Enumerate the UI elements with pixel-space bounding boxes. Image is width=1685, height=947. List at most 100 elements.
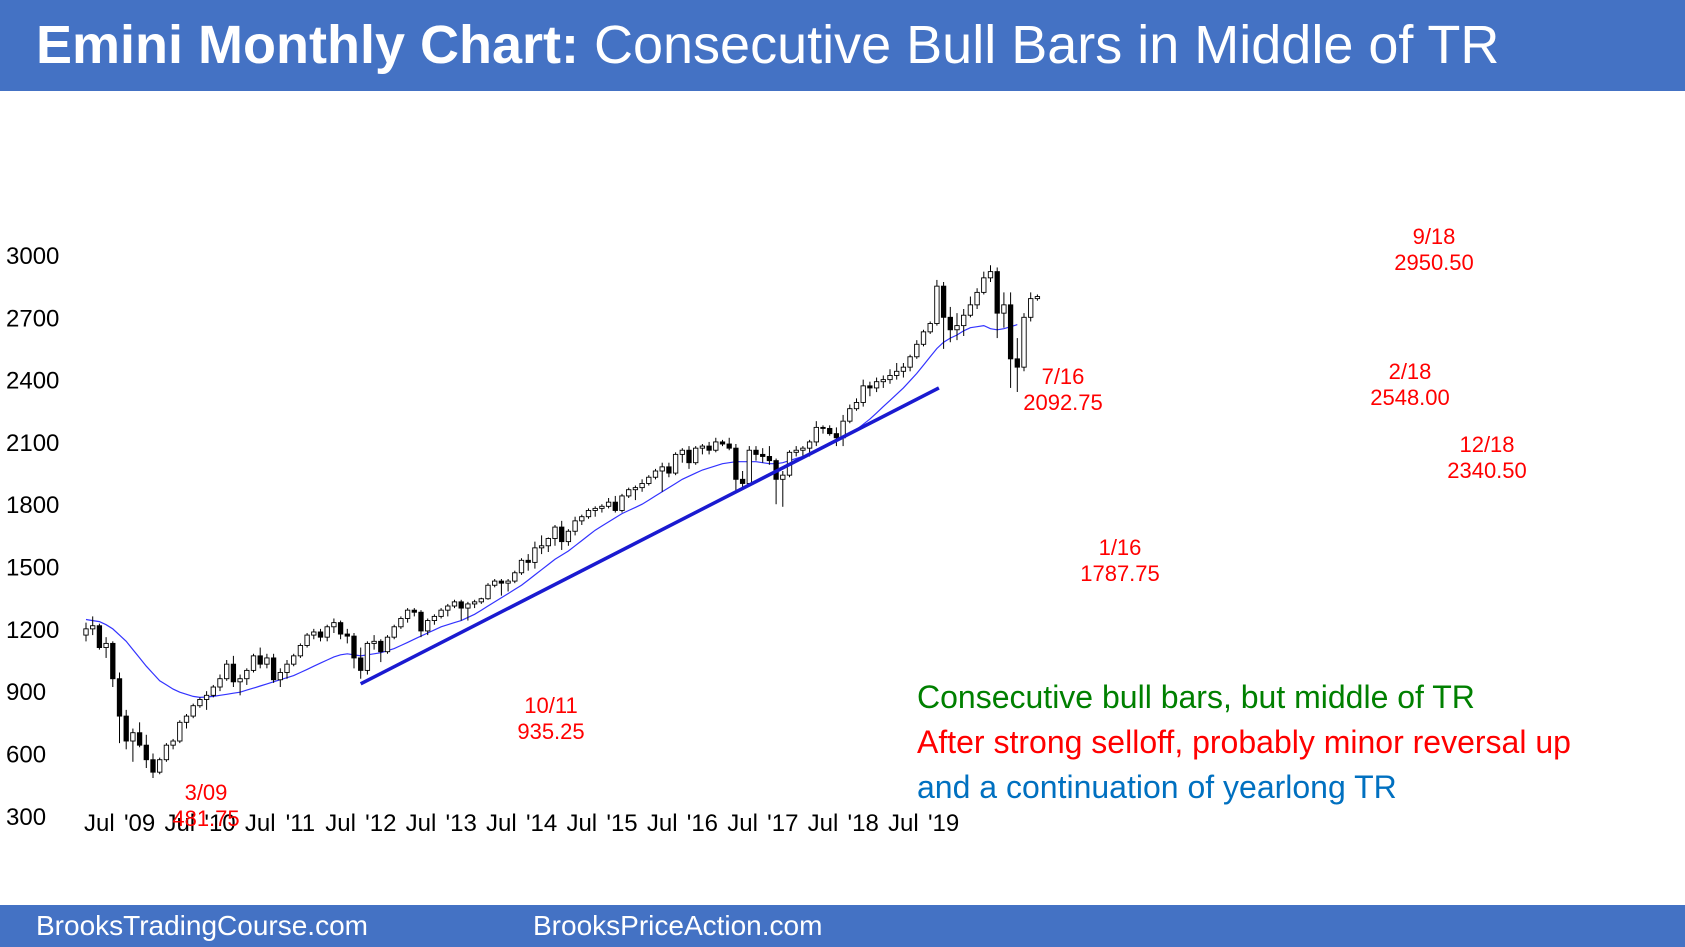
- bull-candle: [103, 642, 109, 649]
- bear-candle: [1007, 304, 1014, 360]
- y-tick-label: 1500: [6, 555, 59, 582]
- candlestick-chart: 300 600 900 1200 1500 1800 2100 2400 2700 3000 Jul…: [6, 224, 1527, 837]
- bull-candle: [485, 584, 491, 600]
- bull-candle: [445, 605, 451, 611]
- bear-candle: [143, 744, 149, 761]
- bull-candle: [431, 615, 438, 622]
- annotation-date: 10/11: [524, 693, 577, 718]
- bull-candle: [672, 453, 679, 474]
- bull-candle: [404, 609, 411, 619]
- bull-candle: [967, 304, 974, 316]
- y-tick-label: 3000: [6, 243, 59, 270]
- bull-candle: [210, 686, 216, 696]
- bear-candle: [525, 559, 531, 563]
- bear-candle: [123, 715, 129, 742]
- annotation-price: 2950.50: [1394, 250, 1474, 275]
- annotation-date: 12/18: [1459, 432, 1514, 457]
- bull-candle: [545, 538, 551, 547]
- bull-candle: [130, 732, 136, 742]
- bull-candle: [693, 447, 699, 464]
- bull-candle: [331, 622, 337, 628]
- bull-candle: [780, 474, 786, 480]
- bear-candle: [411, 609, 417, 613]
- bull-candle: [552, 526, 558, 539]
- bear-candle: [116, 678, 123, 717]
- annotation-price: 1787.75: [1080, 561, 1160, 586]
- bull-candle: [398, 618, 404, 628]
- annotation-price: 2092.75: [1023, 390, 1103, 415]
- bull-candle: [465, 603, 471, 609]
- bull-candle: [1028, 298, 1034, 318]
- bear-candle: [827, 427, 833, 435]
- x-tick-label: Jul: [164, 810, 195, 837]
- bear-candle: [947, 316, 953, 331]
- bull-candle: [565, 530, 572, 543]
- bull-candle: [471, 601, 478, 605]
- bull-candle: [599, 505, 605, 509]
- bull-candle: [860, 385, 866, 403]
- bull-candle: [954, 325, 960, 331]
- bull-candle: [505, 580, 511, 584]
- bull-candle: [1034, 296, 1041, 300]
- bull-candle: [699, 445, 706, 449]
- bull-candle: [492, 580, 498, 586]
- bull-candle: [304, 634, 310, 646]
- bull-candle: [157, 759, 163, 773]
- bull-candle: [391, 626, 397, 638]
- bull-candle: [190, 705, 196, 717]
- annotation-date: 7/16: [1042, 364, 1085, 389]
- y-tick-label: 300: [6, 804, 46, 831]
- footer-bar: BrooksTradingCourse.com BrooksPriceActio…: [0, 905, 1685, 947]
- bear-candle: [418, 611, 424, 632]
- bear-candle: [833, 433, 840, 439]
- page-title: Emini Monthly Chart: Consecutive Bull Ba…: [36, 12, 1499, 78]
- bear-candle: [257, 655, 263, 665]
- x-tick-label: '18: [848, 810, 879, 837]
- bear-candle: [666, 466, 672, 474]
- bull-candle: [197, 699, 203, 707]
- bear-candle: [1014, 358, 1020, 368]
- y-tick-label: 2400: [6, 368, 59, 395]
- x-tick-label: '15: [606, 810, 637, 837]
- bull-candle: [512, 572, 518, 582]
- bull-candle: [284, 663, 290, 673]
- bull-candle: [900, 366, 907, 372]
- bear-candle: [753, 449, 759, 455]
- annotation-date: 2/18: [1389, 359, 1432, 384]
- bear-candle: [760, 453, 766, 457]
- bear-candle: [358, 657, 364, 671]
- bear-candle: [136, 732, 143, 746]
- bear-candle: [686, 449, 692, 464]
- x-tick-label: '19: [928, 810, 959, 837]
- bull-candle: [83, 628, 89, 636]
- note-minor-reversal: After strong selloff, probably minor rev…: [917, 724, 1571, 760]
- x-tick-label: Jul: [808, 810, 839, 837]
- x-tick-label: Jul: [888, 810, 919, 837]
- bull-candle: [371, 640, 377, 644]
- title-bar: Emini Monthly Chart: Consecutive Bull Ba…: [0, 0, 1685, 91]
- footer-link-trading-course[interactable]: BrooksTradingCourse.com: [36, 910, 368, 941]
- bull-candle: [887, 375, 893, 381]
- bull-candle: [264, 657, 270, 665]
- y-tick-label: 900: [6, 679, 46, 706]
- annotation-date: 9/18: [1413, 224, 1456, 249]
- x-tick-label: Jul: [325, 810, 356, 837]
- bull-candle: [659, 466, 665, 472]
- bear-candle: [96, 625, 103, 649]
- x-tick-label: '16: [687, 810, 718, 837]
- x-tick-label: Jul: [647, 810, 678, 837]
- bull-candle: [311, 631, 317, 636]
- bull-candle: [974, 291, 980, 306]
- bear-candle: [706, 445, 712, 451]
- footer-link-price-action[interactable]: BrooksPriceAction.com: [533, 910, 823, 941]
- bull-candle: [532, 547, 538, 563]
- annotation-price: 935.25: [517, 719, 584, 744]
- bull-candle: [800, 447, 806, 451]
- x-tick-label: '11: [286, 810, 316, 837]
- bear-candle: [867, 385, 873, 389]
- annotation-price: 2548.00: [1370, 385, 1450, 410]
- bull-candle: [585, 510, 592, 518]
- bear-candle: [719, 441, 726, 445]
- bull-candle: [981, 277, 987, 293]
- bear-candle: [270, 657, 277, 681]
